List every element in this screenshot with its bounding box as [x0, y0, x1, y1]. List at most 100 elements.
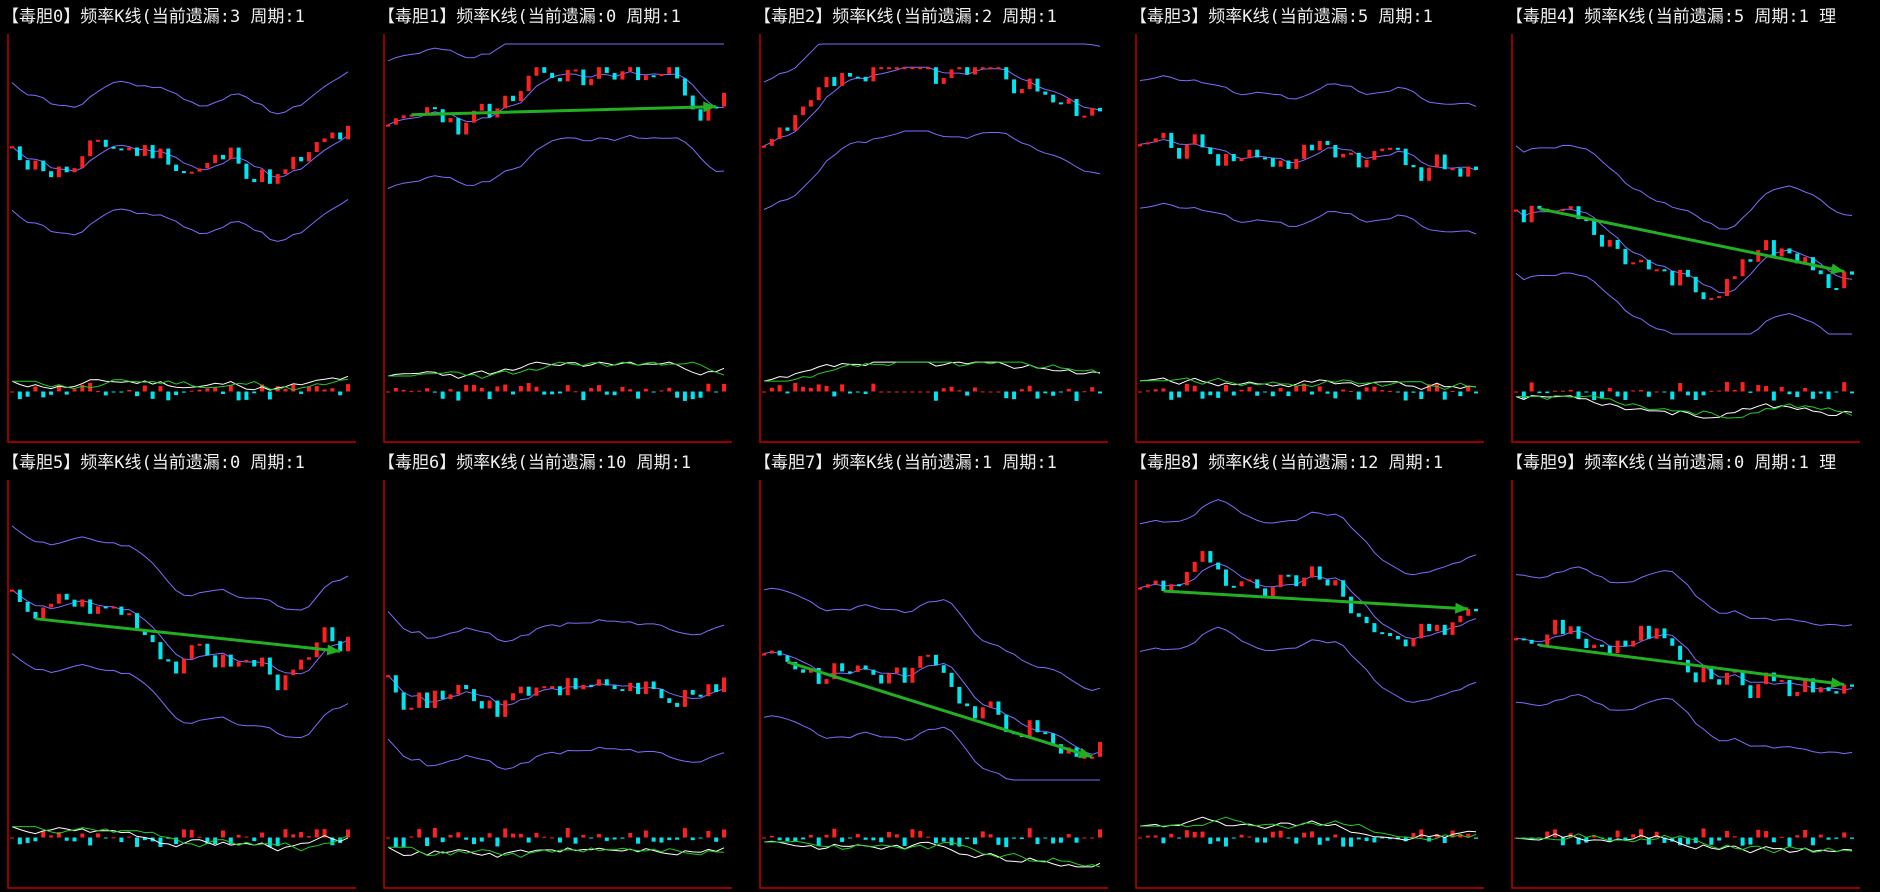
bollinger-lo-line: [763, 130, 1101, 210]
candle: [1325, 141, 1330, 145]
macd-bar: [949, 386, 954, 392]
macd-bar: [1818, 391, 1823, 394]
panel-title: 【毒胆5】频率K线(当前遗漏:0 周期:1: [2, 453, 305, 473]
candle: [824, 77, 829, 88]
candle: [1434, 154, 1439, 168]
macd-bar: [401, 837, 406, 848]
macd-bar: [1678, 837, 1683, 846]
candle: [879, 67, 884, 70]
candle: [283, 169, 288, 175]
candlestick-chart[interactable]: [376, 480, 736, 890]
macd-bar: [322, 389, 327, 392]
macd-bar: [1098, 391, 1102, 394]
candle: [448, 694, 453, 700]
macd-bar: [1184, 830, 1189, 838]
candle: [1066, 98, 1071, 104]
candle: [1450, 622, 1455, 635]
macd-bar: [95, 833, 100, 838]
chart-panel-8[interactable]: 【毒胆8】频率K线(当前遗漏:12 周期:1: [1128, 446, 1504, 892]
chart-panel-9[interactable]: 【毒胆9】频率K线(当前遗漏:0 周期:1 理: [1504, 446, 1880, 892]
macd-slow-line: [1516, 395, 1853, 419]
macd-bar: [1004, 391, 1009, 399]
bollinger-up-line: [387, 611, 725, 643]
candle: [1395, 147, 1400, 150]
candle: [17, 146, 22, 161]
candlestick-chart[interactable]: [752, 34, 1112, 444]
candlestick-chart[interactable]: [376, 34, 736, 444]
chart-panel-1[interactable]: 【毒胆1】频率K线(当前遗漏:0 周期:1: [376, 0, 752, 446]
macd-bar: [550, 391, 555, 395]
chart-panel-7[interactable]: 【毒胆7】频率K线(当前遗漏:1 周期:1: [752, 446, 1128, 892]
candle: [933, 654, 938, 666]
candlestick-chart[interactable]: [1128, 480, 1488, 890]
candlestick-chart[interactable]: [1504, 480, 1864, 890]
macd-bar: [612, 391, 617, 396]
macd-fast-line: [763, 361, 1101, 382]
candle: [291, 669, 296, 676]
macd-bar: [306, 386, 311, 392]
macd-bar: [346, 384, 350, 392]
macd-bar: [596, 833, 601, 838]
candle: [103, 606, 108, 609]
macd-bar: [1177, 837, 1182, 839]
candle: [487, 103, 492, 118]
macd-bar: [1607, 387, 1612, 392]
macd-bar: [440, 837, 445, 843]
macd-bar: [1138, 837, 1142, 839]
chart-panel-5[interactable]: 【毒胆5】频率K线(当前遗漏:0 周期:1: [0, 446, 376, 892]
macd-bar: [596, 385, 601, 392]
macd-bar: [1646, 837, 1651, 845]
macd-bar: [135, 837, 140, 847]
macd-bar: [1678, 382, 1683, 392]
chart-panel-6[interactable]: 【毒胆6】频率K线(当前遗漏:10 周期:1: [376, 446, 752, 892]
chart-panel-2[interactable]: 【毒胆2】频率K线(当前遗漏:2 周期:1: [752, 0, 1128, 446]
macd-fast-line: [387, 361, 725, 379]
chart-panel-4[interactable]: 【毒胆4】频率K线(当前遗漏:5 周期:1 理: [1504, 0, 1880, 446]
candlestick-chart[interactable]: [752, 480, 1112, 890]
macd-bar: [1818, 834, 1823, 838]
candlestick-chart[interactable]: [1504, 34, 1864, 444]
macd-fast-line: [1139, 377, 1477, 391]
candle: [1607, 645, 1612, 654]
macd-bar: [49, 391, 54, 395]
macd-bar: [166, 391, 171, 401]
macd-bar: [306, 836, 311, 838]
candle: [1286, 574, 1291, 577]
macd-bar: [1434, 384, 1439, 392]
candle: [330, 627, 335, 642]
chart-panel-3[interactable]: 【毒胆3】频率K线(当前遗漏:5 周期:1: [1128, 0, 1504, 446]
panel-title: 【毒胆9】频率K线(当前遗漏:0 周期:1 理: [1506, 453, 1837, 473]
macd-bar: [910, 391, 915, 393]
macd-bar: [769, 387, 774, 392]
candlestick-chart[interactable]: [1128, 34, 1488, 444]
macd-bar: [64, 391, 69, 395]
chart-axis: [1135, 480, 1484, 889]
panel-title: 【毒胆6】频率K线(当前遗漏:10 周期:1: [378, 453, 692, 473]
macd-bar: [41, 831, 46, 838]
macd-bar: [1514, 391, 1518, 393]
candle: [33, 611, 38, 619]
candle: [949, 672, 954, 687]
chart-panel-0[interactable]: 【毒胆0】频率K线(当前遗漏:3 周期:1: [0, 0, 376, 446]
candle: [1717, 679, 1722, 685]
macd-bar: [80, 833, 85, 838]
candle: [1348, 596, 1353, 614]
candle: [1231, 153, 1236, 162]
candle: [550, 72, 555, 78]
candle: [1192, 134, 1197, 145]
macd-bar: [33, 386, 38, 392]
macd-bar: [698, 837, 703, 839]
macd-bar: [1584, 391, 1589, 393]
candle: [1646, 625, 1651, 639]
macd-bar: [464, 837, 469, 840]
candlestick-chart[interactable]: [0, 34, 360, 444]
candle: [1051, 733, 1056, 745]
candle: [291, 156, 296, 170]
macd-bar: [1019, 837, 1024, 840]
candlestick-chart[interactable]: [0, 480, 360, 890]
macd-bar: [1341, 837, 1346, 847]
candle: [840, 663, 845, 672]
bollinger-lo-line: [1139, 202, 1477, 235]
candle: [1764, 672, 1769, 685]
macd-bar: [573, 391, 578, 393]
